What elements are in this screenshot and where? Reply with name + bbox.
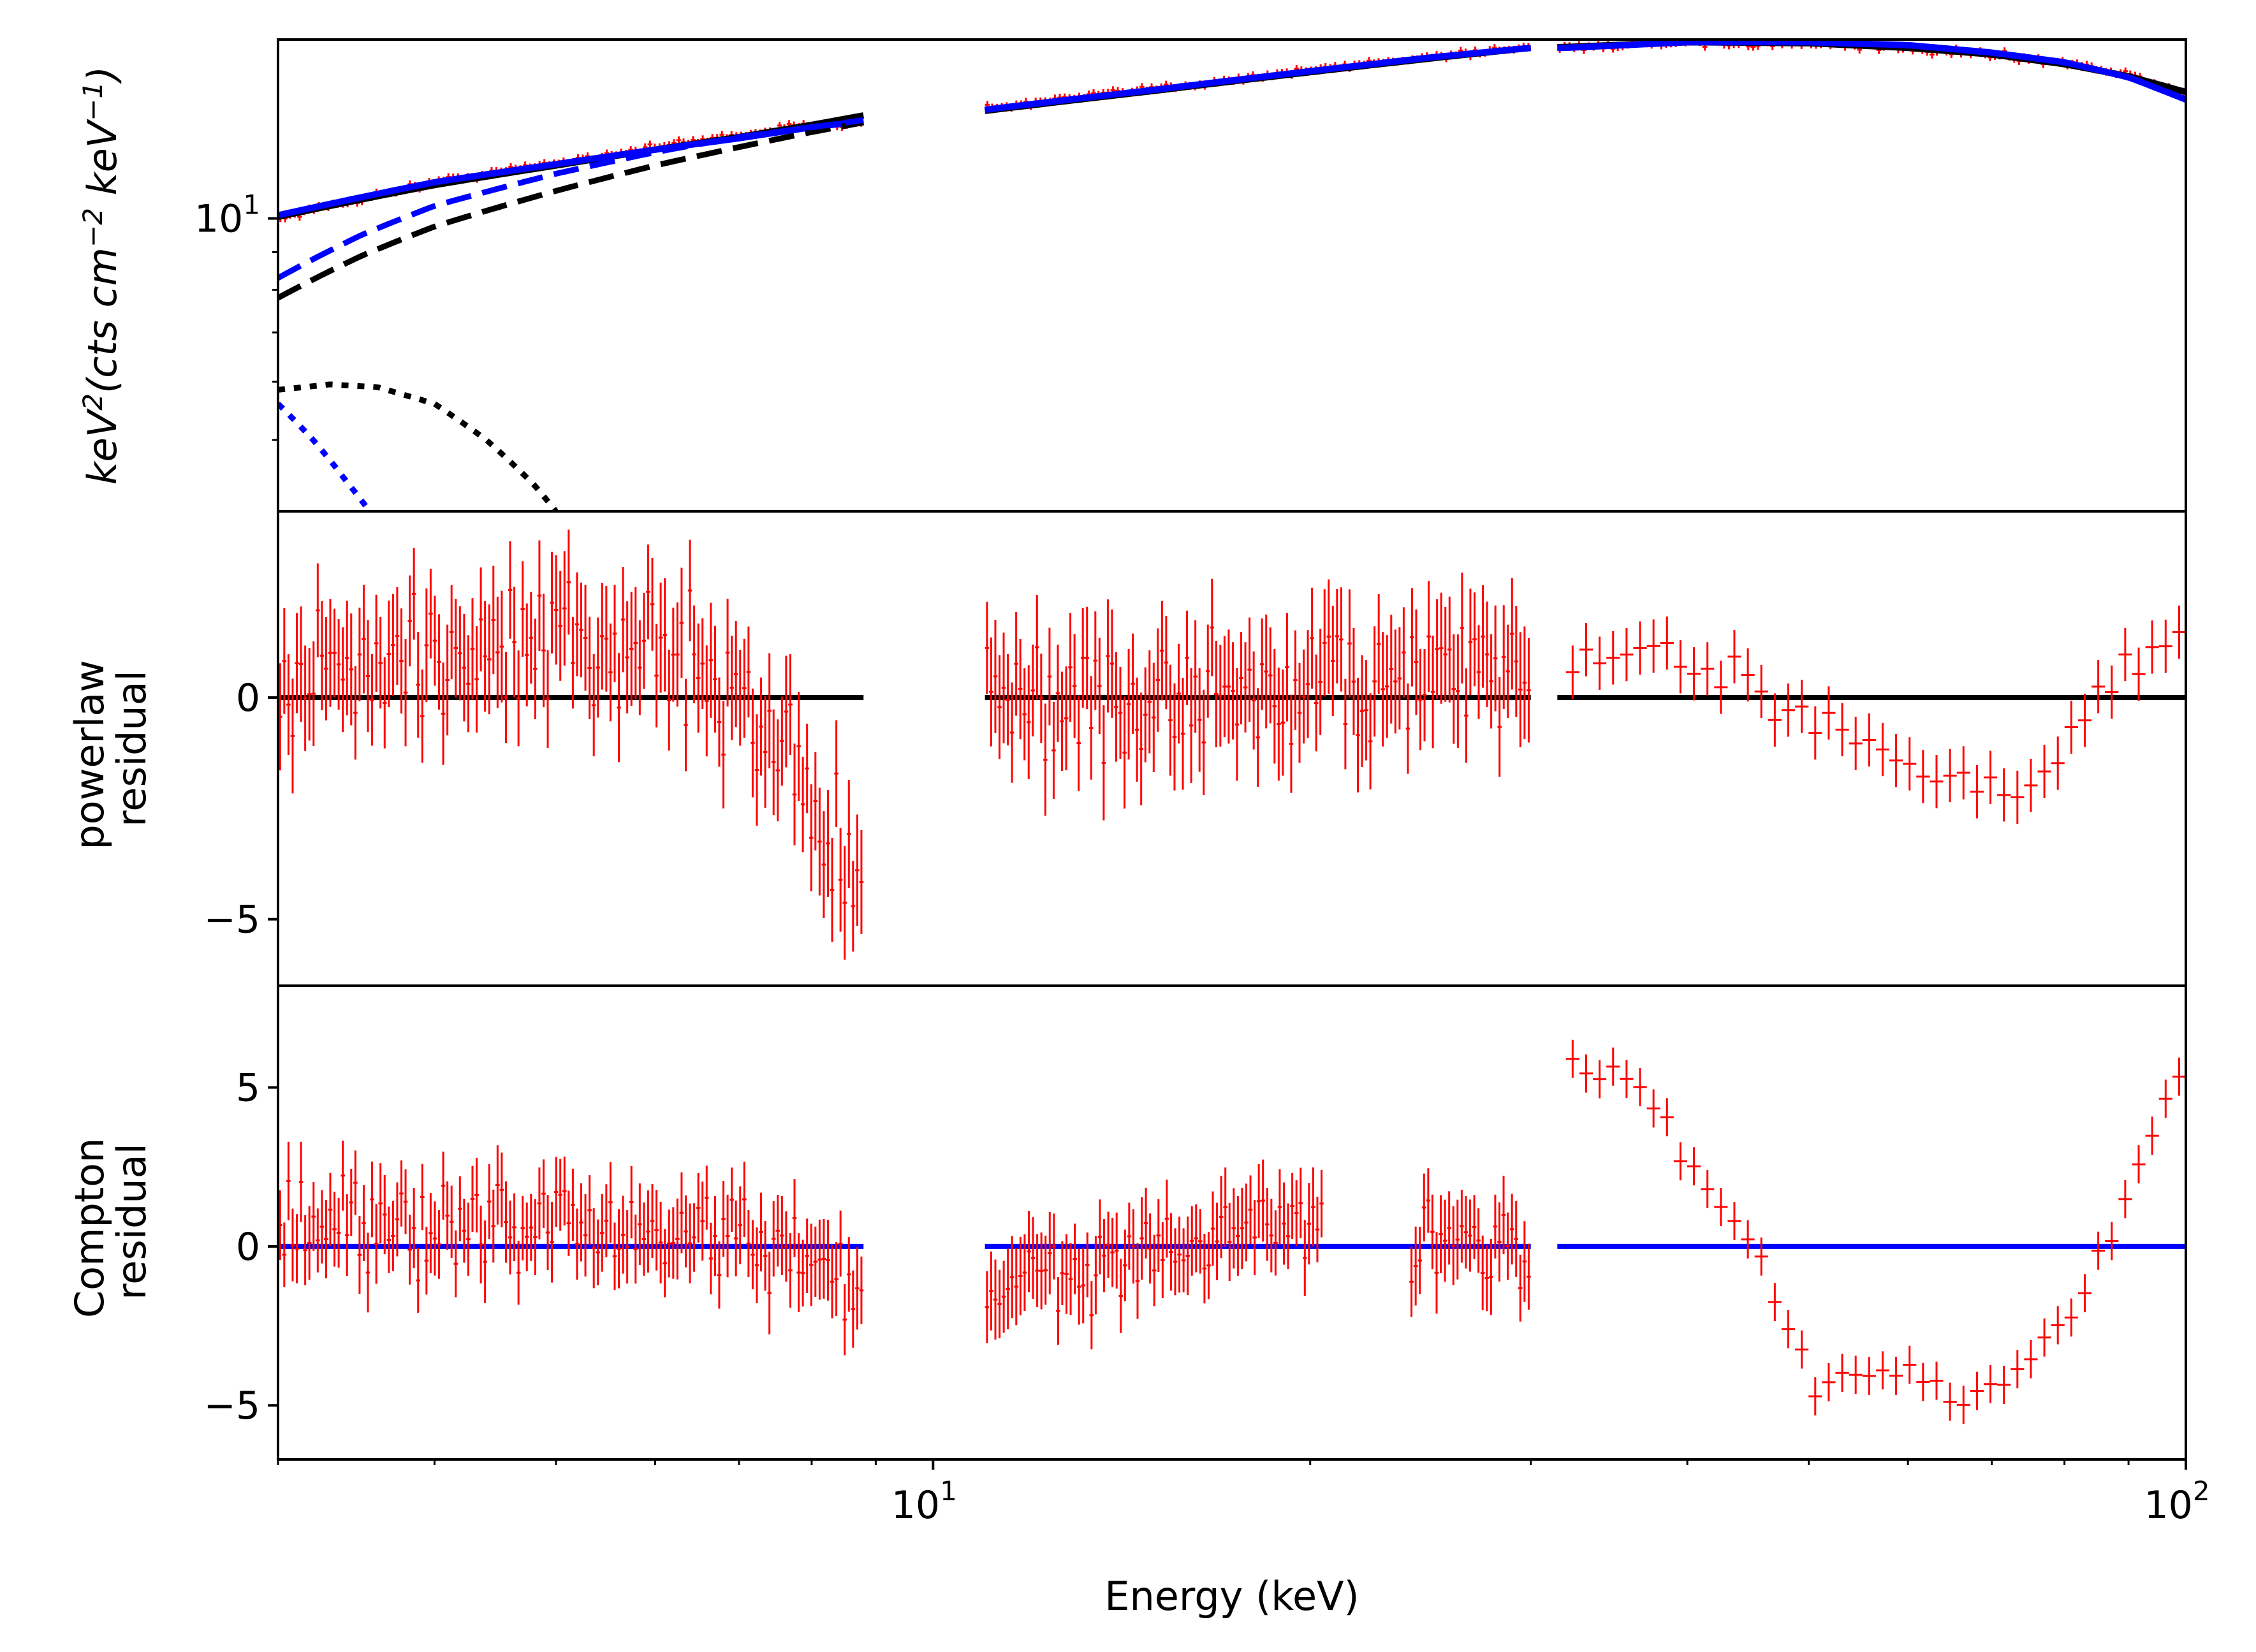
compton-residual-y-axis-label: Compton residual bbox=[66, 1125, 155, 1318]
model-curve-powerlaw-line-component-0 bbox=[278, 381, 559, 511]
x-axis-label: Energy (keV) bbox=[1104, 1573, 1359, 1619]
powerlaw-residual-panel: 0 −5 bbox=[204, 510, 2187, 987]
axes-frame bbox=[277, 38, 2187, 513]
data-series-residual-3-8-8-kev bbox=[278, 1140, 864, 1356]
data-series-data bbox=[278, 40, 2186, 223]
data-series-residual-24-30-kev bbox=[1409, 1168, 1531, 1322]
tick-base: 10 bbox=[194, 197, 243, 242]
axes-frame bbox=[277, 984, 2187, 1461]
y-tick-label: 0 bbox=[236, 1225, 260, 1269]
x-tick-label: 101 bbox=[891, 1475, 957, 1528]
y-tick-label: −5 bbox=[204, 1384, 260, 1428]
data-series-residual-31-5-100-kev bbox=[1565, 1039, 2186, 1424]
y-tick-label: 5 bbox=[236, 1066, 260, 1111]
tick-exponent: 1 bbox=[940, 1475, 957, 1507]
data-series-residual-11-30-kev bbox=[985, 573, 1531, 821]
tick-exponent: 1 bbox=[243, 189, 260, 221]
powerlaw-residual-y-axis-label: powerlaw residual bbox=[66, 647, 155, 849]
model-curve-compton-total-2 bbox=[1557, 40, 2186, 103]
spectrum-panel: 101 bbox=[194, 38, 2187, 513]
plot-area bbox=[278, 1039, 2186, 1424]
y-tick-label: −5 bbox=[204, 898, 260, 942]
model-curve-powerlaw-continuum-0 bbox=[278, 119, 865, 301]
plot-area bbox=[278, 40, 2186, 511]
spectrum-y-axis-label: keV2(cts cm−2 keV−1) bbox=[77, 66, 126, 485]
data-series-residual-11-20-kev bbox=[985, 1159, 1324, 1350]
plot-area bbox=[278, 529, 2186, 960]
model-curve-compton-total-0 bbox=[278, 118, 864, 219]
data-series-residual-31-5-100-kev bbox=[1565, 605, 2186, 824]
y-tick-label: 0 bbox=[236, 676, 260, 720]
tick-base: 10 bbox=[2144, 1483, 2192, 1528]
model-curve-compton-continuum-0 bbox=[278, 117, 864, 281]
tick-base: 10 bbox=[891, 1483, 940, 1528]
data-series-residual-3-8-8-kev bbox=[278, 529, 864, 960]
model-curve-compton-total-1 bbox=[984, 45, 1532, 113]
tick-exponent: 2 bbox=[2193, 1475, 2210, 1507]
y-tick-label: 101 bbox=[194, 189, 260, 242]
x-tick-label: 102 bbox=[2144, 1475, 2209, 1528]
model-curve-compton-line-component-0 bbox=[278, 402, 372, 511]
